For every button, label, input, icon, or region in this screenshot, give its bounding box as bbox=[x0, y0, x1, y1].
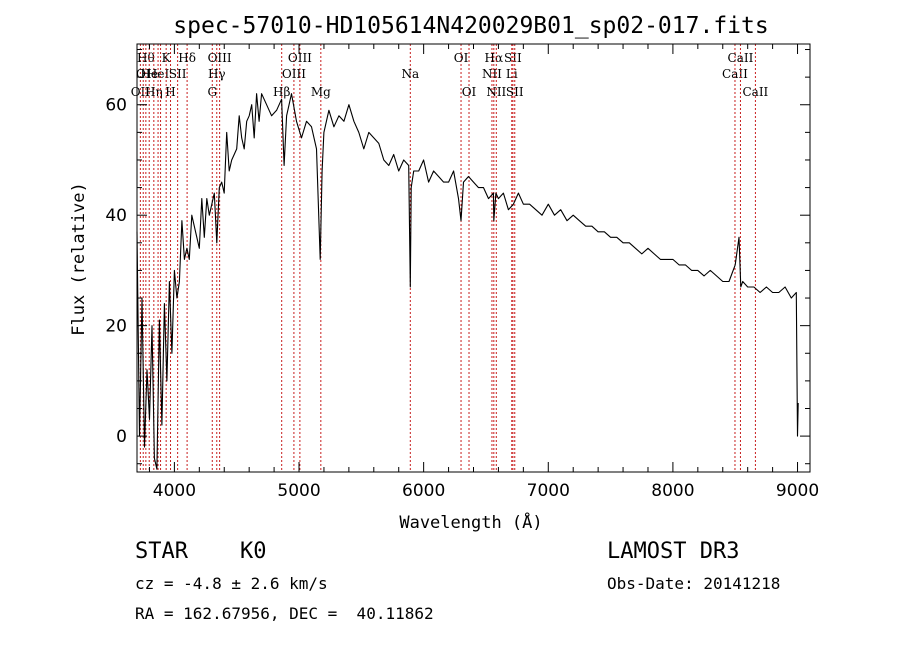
line-label-10: Hδ bbox=[178, 51, 196, 65]
x-tick-label-6000: 6000 bbox=[402, 481, 445, 501]
line-label-28: CaII bbox=[728, 51, 754, 65]
line-label-14: Hβ bbox=[273, 85, 290, 99]
line-label-5: HeI bbox=[147, 67, 170, 81]
object-class: STAR bbox=[135, 539, 188, 564]
line-label-4: Hη bbox=[145, 85, 163, 99]
observation-date: Obs-Date: 20141218 bbox=[607, 574, 781, 593]
chart-title: spec-57010-HD105614N420029B01_sp02-017.f… bbox=[173, 13, 768, 39]
line-label-24: Li bbox=[506, 67, 518, 81]
x-axis-label: Wavelength (Å) bbox=[399, 511, 542, 533]
line-label-9: SII bbox=[169, 67, 187, 81]
x-tick-label-7000: 7000 bbox=[527, 481, 570, 501]
y-axis-label: Flux (relative) bbox=[69, 182, 89, 336]
line-label-22: Hα bbox=[485, 51, 504, 65]
line-label-16: OIII bbox=[288, 51, 312, 65]
plot-frame bbox=[136, 43, 811, 473]
y-tick-label-40: 40 bbox=[105, 206, 127, 226]
y-tick-label-0: 0 bbox=[116, 427, 127, 447]
y-tick-label-60: 60 bbox=[105, 96, 127, 116]
line-label-8: H bbox=[165, 85, 175, 99]
axis-ticks: 4000 5000 6000 7000 8000 9000 0 20 40 60 bbox=[105, 44, 819, 501]
line-label-7: K bbox=[162, 51, 172, 65]
y-tick-label-20: 20 bbox=[105, 317, 127, 337]
line-label-2: Hθ bbox=[137, 51, 155, 65]
x-tick-label-4000: 4000 bbox=[153, 481, 196, 501]
x-tick-label-8000: 8000 bbox=[651, 481, 694, 501]
line-label-25: SII bbox=[504, 51, 522, 65]
emission-line-markers: OIIOIHθHeHηHeIKHSIIHδGHγOIIIHβOIIIOIIIMg… bbox=[131, 44, 769, 472]
line-label-17: Mg bbox=[311, 85, 331, 99]
line-label-13: OIII bbox=[208, 51, 232, 65]
line-label-26: SII bbox=[506, 85, 524, 99]
line-label-15: OIII bbox=[282, 67, 306, 81]
object-subclass: K0 bbox=[240, 539, 267, 564]
line-label-29: CaII bbox=[742, 85, 768, 99]
line-label-23: NII bbox=[486, 85, 506, 99]
line-label-21: NII bbox=[482, 67, 502, 81]
x-tick-label-9000: 9000 bbox=[776, 481, 819, 501]
line-label-20: OI bbox=[462, 85, 477, 99]
x-tick-label-5000: 5000 bbox=[277, 481, 320, 501]
line-label-19: OI bbox=[454, 51, 469, 65]
line-label-27: CaII bbox=[722, 67, 748, 81]
line-label-11: G bbox=[207, 85, 217, 99]
sky-coordinates: RA = 162.67956, DEC = 40.11862 bbox=[135, 604, 434, 623]
spectrum-series bbox=[136, 93, 799, 470]
spectrum-line bbox=[136, 93, 799, 470]
survey-name: LAMOST DR3 bbox=[607, 539, 740, 564]
redshift-cz: cz = -4.8 ± 2.6 km/s bbox=[135, 574, 328, 593]
line-label-12: Hγ bbox=[208, 67, 226, 81]
line-label-18: Na bbox=[401, 67, 419, 81]
